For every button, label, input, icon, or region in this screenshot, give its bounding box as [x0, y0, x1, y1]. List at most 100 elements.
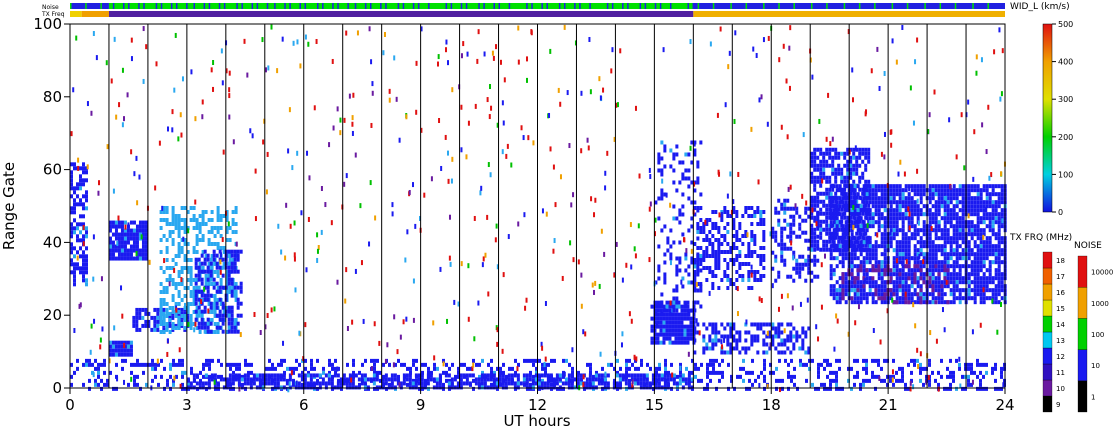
- range-gate-cell: [849, 155, 853, 160]
- noise-bar-tick: [455, 3, 458, 9]
- range-gate-cell: [142, 370, 145, 375]
- range-gate-cell: [901, 244, 905, 249]
- range-gate-cell: [858, 179, 862, 184]
- range-gate-cell: [144, 224, 148, 229]
- range-gate-cell: [838, 184, 842, 189]
- range-gate-cell: [763, 362, 766, 367]
- range-gate-cell: [292, 370, 295, 375]
- range-gate-cell: [910, 292, 914, 297]
- range-gate-cell: [958, 184, 962, 189]
- range-gate-cell: [943, 196, 947, 201]
- range-gate-cell: [465, 373, 469, 378]
- range-gate-cell: [328, 358, 331, 363]
- range-gate-cell: [505, 374, 508, 379]
- range-gate-cell: [70, 258, 73, 263]
- noise-bar-tick: [354, 3, 357, 9]
- range-gate-cell: [657, 377, 661, 382]
- range-gate-cell: [295, 358, 298, 363]
- range-gate-cell: [692, 312, 696, 317]
- range-gate-cell: [868, 268, 872, 273]
- range-gate-cell: [124, 358, 127, 363]
- range-gate-cell: [901, 212, 905, 217]
- range-gate-cell: [883, 358, 886, 363]
- range-gate-cell: [970, 228, 974, 233]
- range-gate-cell: [726, 242, 730, 246]
- range-gate-cell: [991, 296, 995, 301]
- range-gate-cell: [910, 370, 913, 375]
- range-gate-cell: [192, 250, 196, 254]
- range-gate-cell: [868, 252, 872, 257]
- range-gate-cell: [819, 247, 823, 252]
- range-gate-cell: [650, 324, 654, 329]
- range-gate-cell: [141, 224, 145, 229]
- range-gate-cell: [672, 300, 676, 305]
- range-gate-cell: [964, 362, 967, 367]
- range-gate-cell: [79, 266, 82, 271]
- range-gate-cell: [221, 329, 225, 334]
- range-gate-cell: [852, 147, 856, 152]
- range-gate-cell: [186, 258, 190, 262]
- range-gate-cell: [70, 222, 73, 227]
- range-gate-cell: [123, 220, 127, 225]
- range-gate-cell: [204, 381, 208, 386]
- range-gate-cell: [880, 244, 884, 249]
- range-gate-cell: [979, 382, 982, 387]
- range-gate-cell: [689, 328, 693, 333]
- range-gate-cell: [744, 338, 748, 343]
- range-gate-cell: [132, 220, 136, 225]
- range-gate-cell: [529, 358, 532, 363]
- range-gate-cell: [348, 385, 352, 390]
- range-gate-cell: [352, 362, 355, 367]
- range-gate-cell: [726, 278, 730, 282]
- range-gate-cell: [103, 382, 106, 387]
- range-gate-cell: [202, 374, 205, 379]
- range-gate-cell: [82, 274, 85, 279]
- range-gate-cell: [198, 310, 202, 314]
- range-gate-cell: [976, 248, 980, 253]
- range-gate-cell: [904, 212, 908, 217]
- range-gate-cell: [677, 328, 681, 333]
- range-gate-cell: [532, 374, 535, 379]
- range-gate-cell: [213, 330, 217, 334]
- range-gate-cell: [979, 208, 983, 213]
- range-gate-cell: [225, 330, 229, 334]
- range-gate-cell: [633, 377, 637, 382]
- range-gate-cell: [982, 296, 986, 301]
- range-gate-cell: [868, 276, 872, 281]
- range-gate-cell: [216, 226, 220, 230]
- range-gate-cell: [171, 306, 175, 310]
- range-gate-cell: [919, 184, 923, 189]
- range-gate-cell: [856, 370, 859, 375]
- range-gate-cell: [937, 212, 941, 217]
- range-gate-cell: [177, 218, 181, 222]
- range-gate-cell: [919, 288, 923, 293]
- range-gate-cell: [858, 155, 862, 160]
- range-gate-cell: [532, 358, 535, 363]
- range-gate-cell: [165, 222, 169, 226]
- range-gate-cell: [600, 381, 604, 386]
- range-gate-cell: [714, 222, 718, 226]
- range-gate-cell: [677, 304, 681, 309]
- range-gate-cell: [904, 382, 907, 387]
- range-gate-cell: [165, 314, 169, 318]
- range-gate-cell: [952, 232, 956, 237]
- range-gate-cell: [693, 242, 697, 246]
- range-gate-cell: [437, 54, 440, 60]
- range-gate-cell: [687, 373, 691, 378]
- range-gate-cell: [342, 381, 346, 386]
- range-gate-cell: [862, 288, 866, 293]
- range-gate-cell: [856, 256, 860, 261]
- range-gate-cell: [922, 252, 926, 257]
- range-gate-cell: [889, 220, 893, 225]
- range-gate-cell: [117, 340, 121, 345]
- range-gate-cell: [982, 276, 986, 281]
- range-gate-cell: [741, 214, 745, 218]
- range-gate-cell: [547, 362, 550, 367]
- range-gate-cell: [668, 340, 672, 345]
- range-gate-cell: [943, 212, 947, 217]
- range-gate-cell: [213, 270, 217, 274]
- range-gate-cell: [877, 244, 881, 249]
- range-gate-cell: [745, 370, 748, 375]
- range-gate-cell: [738, 266, 742, 270]
- range-gate-cell: [747, 262, 751, 266]
